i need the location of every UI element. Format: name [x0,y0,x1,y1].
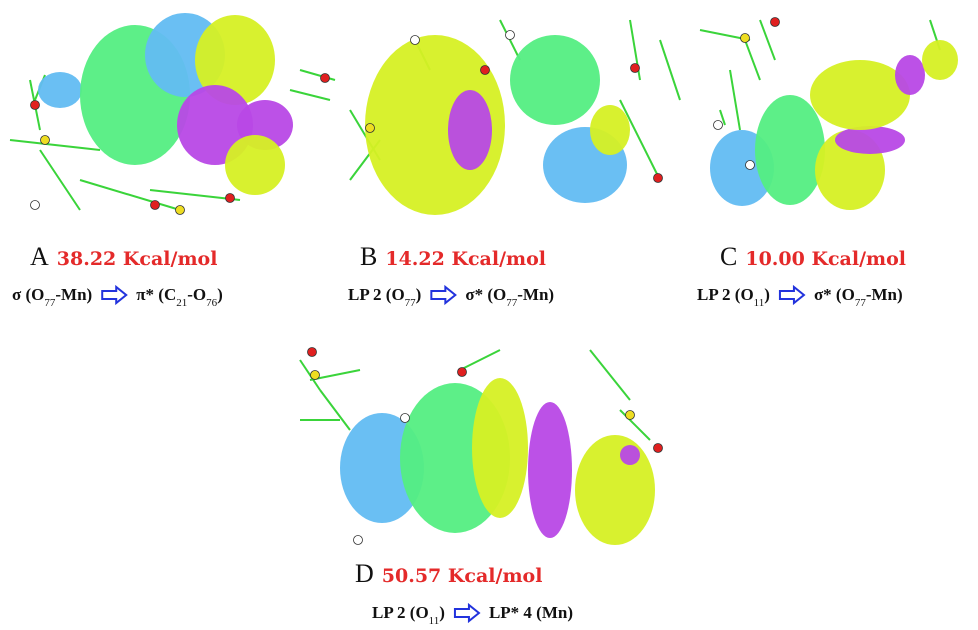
orbital-lobe [590,105,630,155]
subscript: 21 [176,297,187,309]
subscript: 77 [405,297,417,309]
transition-text: σ* (O77-Mn) [465,285,554,309]
panel-letter: A [30,242,49,271]
text-part: ) [217,285,223,304]
orbital-lobe [835,126,905,154]
bond [590,350,630,400]
transition-text: LP 2 (O11) [372,603,445,627]
text-part: -Mn) [517,285,554,304]
orbital-lobe [755,95,825,205]
atom [458,368,467,377]
atom [631,64,640,73]
atom [311,371,320,380]
atom [746,161,755,170]
text-part: -Mn) [55,285,92,304]
orbital-lobe [38,72,82,108]
energy-value: 50.57 Kcal/mol [382,565,543,587]
subscript: 77 [855,297,867,309]
bond [320,390,350,430]
bond [660,40,680,100]
transfer-arrow [102,287,126,303]
text-part: LP 2 (O [697,285,754,304]
orbital-lobe [448,90,492,170]
text-part: π* (C [136,285,176,304]
text-part: ) [764,285,770,304]
transition-text: LP 2 (O77) [348,285,421,309]
transition-text: LP 2 (O11) [697,285,770,309]
subscript: 77 [506,297,518,309]
orbital-lobe [575,435,655,545]
transition-text: σ (O77-Mn) [12,285,92,309]
energy-value: 38.22 Kcal/mol [57,248,218,270]
bond [80,180,180,210]
atom [714,121,723,130]
atom [176,206,185,215]
text-part: σ* (O [465,285,506,304]
atom [771,18,780,27]
bond [40,150,80,210]
figure: A38.22 Kcal/molσ (O77-Mn)π* (C21-O76)B14… [0,0,978,630]
bond [460,350,500,370]
bond [730,70,740,130]
transition-text: π* (C21-O76) [136,285,223,309]
transition-text: LP* 4 (Mn) [489,603,573,622]
orbital-lobe [528,402,572,538]
bond [290,90,330,100]
subscript: 11 [429,615,440,627]
atom [366,124,375,133]
text-part: -O [187,285,206,304]
text-part: LP 2 (O [348,285,405,304]
panel-letter: B [360,242,377,271]
orbital-lobe [810,60,910,130]
subscript: 76 [206,297,218,309]
atom [506,31,515,40]
orbital-lobe [225,135,285,195]
energy-value: 10.00 Kcal/mol [745,248,906,270]
atom [654,174,663,183]
subscript: 77 [44,297,56,309]
text-part: σ (O [12,285,44,304]
bond [10,140,100,150]
text-part: σ* (O [814,285,855,304]
atom [31,201,40,210]
atom [411,36,420,45]
transfer-arrow [780,287,804,303]
text-part: ) [439,603,445,622]
orbital-art [10,13,958,545]
atom [654,444,663,453]
atom [626,411,635,420]
text-part: LP* 4 (Mn) [489,603,573,622]
atom [31,101,40,110]
atom [401,414,410,423]
transfer-arrow [431,287,455,303]
atom [41,136,50,145]
orbital-lobe [472,378,528,518]
bond [745,40,760,80]
atom [741,34,750,43]
bond [500,20,520,60]
orbital-lobe [922,40,958,80]
atom [481,66,490,75]
panel-letter: C [720,242,737,271]
atom [354,536,363,545]
atom [151,201,160,210]
energy-value: 14.22 Kcal/mol [385,248,546,270]
transfer-arrow [455,605,479,621]
text-part: LP 2 (O [372,603,429,622]
atom [308,348,317,357]
transition-text: σ* (O77-Mn) [814,285,903,309]
orbital-lobe [895,55,925,95]
text-part: ) [416,285,422,304]
orbital-lobe [510,35,600,125]
atom [226,194,235,203]
orbital-lobe [620,445,640,465]
panel-letter: D [355,559,374,588]
bond [620,410,650,440]
atom [321,74,330,83]
text-part: -Mn) [866,285,903,304]
subscript: 11 [754,297,765,309]
